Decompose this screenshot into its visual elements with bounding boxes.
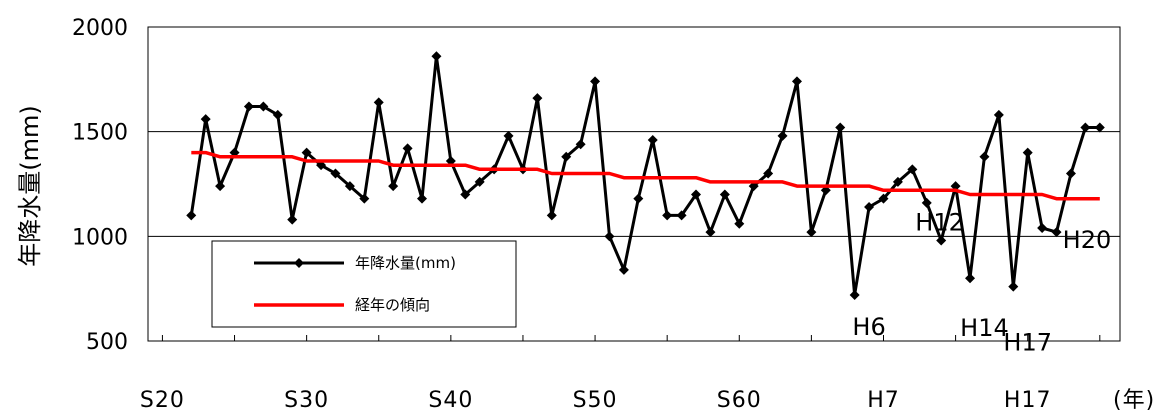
data-point-rainfall <box>402 143 413 154</box>
x-tick-label: S60 <box>717 388 762 413</box>
data-point-rainfall <box>618 264 629 275</box>
data-point-rainfall <box>892 176 903 187</box>
annotation-label: H17 <box>1003 329 1052 357</box>
data-point-rainfall <box>849 289 860 300</box>
data-point-rainfall <box>1080 122 1091 133</box>
data-point-rainfall <box>474 176 485 187</box>
x-tick-label: S50 <box>573 388 618 413</box>
data-point-rainfall <box>215 181 226 192</box>
annotation-label: H6 <box>852 313 885 341</box>
data-point-rainfall <box>993 109 1004 120</box>
data-point-rainfall <box>676 210 687 221</box>
data-point-rainfall <box>330 168 341 179</box>
y-tick-label: 500 <box>86 330 128 355</box>
data-point-rainfall <box>936 235 947 246</box>
annotation-label: H20 <box>1063 226 1112 254</box>
annotation-label: H14 <box>960 314 1009 342</box>
x-tick-label: H17 <box>1004 388 1052 413</box>
y-tick-label: 2000 <box>72 16 128 41</box>
data-point-rainfall <box>965 273 976 284</box>
series-line-rainfall <box>189 54 1100 297</box>
data-point-rainfall <box>301 147 312 158</box>
data-point-rainfall <box>359 193 370 204</box>
data-point-rainfall <box>734 218 745 229</box>
data-point-rainfall <box>561 151 572 162</box>
data-point-rainfall <box>1065 168 1076 179</box>
series-line-trend <box>191 150 1100 201</box>
data-point-rainfall <box>431 51 442 62</box>
data-point-rainfall <box>546 210 557 221</box>
x-tick-label: S20 <box>140 388 185 413</box>
data-point-rainfall <box>878 193 889 204</box>
data-point-rainfall <box>647 135 658 146</box>
data-point-rainfall <box>243 101 254 112</box>
series-layer <box>186 51 1105 300</box>
data-point-rainfall <box>691 189 702 200</box>
data-point-rainfall <box>344 181 355 192</box>
grid-lines <box>148 131 1120 237</box>
data-point-rainfall <box>1094 122 1105 133</box>
data-point-rainfall <box>1022 147 1033 158</box>
x-tick-label: H7 <box>867 388 900 413</box>
annotation-label: H12 <box>915 209 964 237</box>
x-tick-marks <box>161 335 1101 341</box>
data-point-rainfall <box>460 189 471 200</box>
y-axis-label: 年降水量(mm) <box>16 105 44 266</box>
data-point-rainfall <box>388 181 399 192</box>
data-point-rainfall <box>979 151 990 162</box>
legend-box <box>211 240 517 328</box>
data-point-rainfall <box>763 168 774 179</box>
x-axis-unit: (年) <box>1113 388 1155 413</box>
data-point-rainfall <box>1008 281 1019 292</box>
data-point-rainfall <box>791 76 802 87</box>
x-tick-labels: S20 S30 S40 S50 S60 H7 H17 <box>140 388 1052 413</box>
data-point-rainfall <box>373 97 384 108</box>
data-point-rainfall <box>417 193 428 204</box>
plot-area <box>147 26 1121 342</box>
legend-label-rainfall: 年降水量(mm) <box>355 254 456 272</box>
y-tick-label: 1500 <box>72 121 128 146</box>
data-point-rainfall <box>200 114 211 125</box>
data-point-rainfall <box>604 231 615 242</box>
data-point-rainfall <box>532 93 543 104</box>
data-point-rainfall <box>503 130 514 141</box>
data-point-rainfall <box>258 101 269 112</box>
data-point-rainfall <box>590 76 601 87</box>
y-tick-label: 1000 <box>72 225 128 250</box>
data-point-rainfall <box>662 210 673 221</box>
data-point-rainfall <box>907 164 918 175</box>
data-point-rainfall <box>287 214 298 225</box>
x-tick-label: S40 <box>428 388 473 413</box>
y-tick-labels: 500 1000 1500 2000 <box>72 16 128 355</box>
data-point-rainfall <box>719 189 730 200</box>
legend-marker-rainfall <box>294 258 304 268</box>
data-point-rainfall <box>705 227 716 238</box>
data-point-rainfall <box>777 130 788 141</box>
data-point-rainfall <box>864 202 875 213</box>
data-point-rainfall <box>272 109 283 120</box>
data-point-rainfall <box>1051 227 1062 238</box>
data-point-rainfall <box>806 227 817 238</box>
legend: 年降水量(mm) 経年の傾向 <box>211 240 517 328</box>
data-point-rainfall <box>633 193 644 204</box>
data-point-rainfall <box>921 197 932 208</box>
data-point-rainfall <box>1037 222 1048 233</box>
data-point-rainfall <box>835 122 846 133</box>
legend-label-trend: 経年の傾向 <box>355 296 430 314</box>
data-point-rainfall <box>186 210 197 221</box>
x-tick-label: S30 <box>284 388 329 413</box>
data-point-rainfall <box>575 139 586 150</box>
